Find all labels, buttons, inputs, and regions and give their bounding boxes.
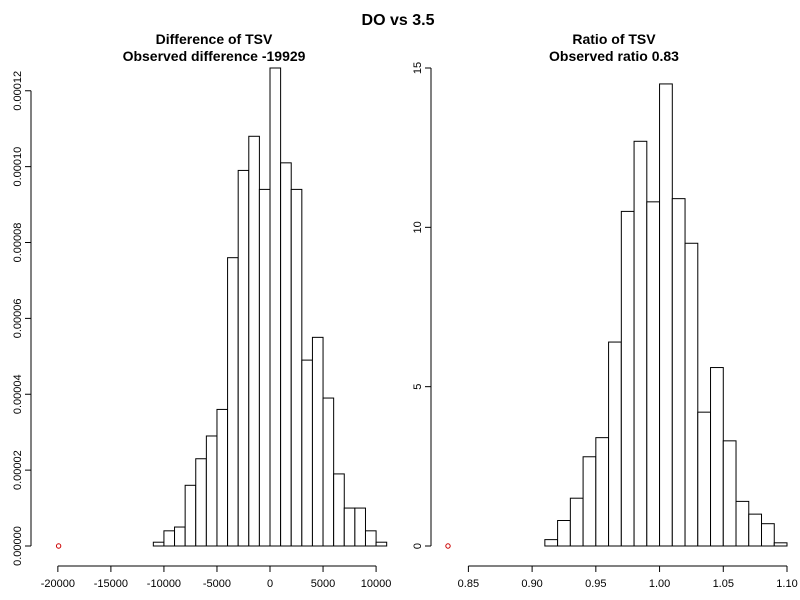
ratio-histogram-bar [620,210,635,547]
difference-histogram-bar [237,169,250,547]
ratio-histogram-bar [582,456,597,547]
ratio-histogram-bar [697,411,712,547]
difference-observed-point [55,543,62,549]
ratio-histogram-bar [659,83,673,547]
difference-y-tick-label: 0.00010 [12,147,24,187]
ratio-histogram-bar [684,242,699,547]
ratio-x-tick-label: 1.05 [713,578,734,590]
difference-histogram-bar [152,541,165,547]
difference-histogram-bar [216,408,229,547]
difference-histogram-bar [195,458,207,547]
difference-histogram-bar [364,530,377,547]
difference-x-tick-label: -5000 [203,578,231,590]
difference-chart-subtitle: Observed difference -19929 [123,48,306,64]
ratio-observed-point [445,543,451,549]
difference-y-tick-label: 0.00006 [12,298,24,338]
difference-histogram-bar [184,484,197,547]
difference-y-tick-label: 0.00008 [12,223,24,263]
ratio-histogram-bar [595,437,610,547]
difference-y-tick-label: 0.00000 [12,526,24,566]
ratio-histogram-bar [646,201,661,547]
difference-histogram-bar [311,336,324,547]
ratio-x-tick-label: 1.00 [649,578,670,590]
difference-histogram-bar [248,135,260,547]
difference-x-tick-label: -15000 [94,578,128,590]
ratio-histogram-bar [735,500,750,547]
difference-histogram-bar [322,397,335,547]
ratio-x-tick-label: 0.85 [458,578,479,590]
ratio-histogram-bar [569,497,584,547]
difference-histogram-bar [269,67,282,547]
difference-x-tick-label: 0 [267,578,273,590]
difference-histogram-bar [343,507,356,547]
difference-histogram-bar [375,541,388,547]
ratio-histogram-bar [710,367,724,547]
ratio-y-tick-label: 10 [412,221,424,233]
difference-y-tick-label: 0.00002 [12,450,24,490]
difference-histogram-bar [333,473,345,547]
difference-histogram-bar [163,530,176,547]
difference-histogram-bar [280,162,292,547]
ratio-y-tick-label: 5 [412,384,424,390]
ratio-histogram-bar [748,513,763,547]
difference-x-tick-label: -20000 [41,578,75,590]
difference-y-tick-label: 0.00012 [12,71,24,111]
ratio-histogram-bar [633,140,648,547]
ratio-x-tick-label: 1.10 [776,578,797,590]
difference-x-tick-label: 5000 [311,578,335,590]
ratio-x-tick-label: 0.90 [521,578,542,590]
difference-histogram-bar [301,359,313,547]
difference-y-tick-label: 0.00004 [12,374,24,414]
difference-histogram-bar [205,435,218,547]
ratio-histogram-bar [557,520,571,547]
ratio-histogram-bar [761,523,775,547]
difference-histogram-bar [174,526,186,547]
difference-x-tick-label: -10000 [147,578,181,590]
ratio-y-tick-label: 0 [412,543,424,549]
ratio-chart-subtitle: Observed ratio 0.83 [549,48,679,64]
main-title: DO vs 3.5 [362,12,435,29]
ratio-y-tick-label: 15 [412,62,424,74]
ratio-chart-title: Ratio of TSV [572,31,656,47]
difference-x-tick-label: 10000 [361,578,392,590]
difference-histogram-panel: Difference of TSV Observed difference -1… [12,31,391,590]
difference-chart-title: Difference of TSV [156,31,273,47]
difference-histogram-bar [290,188,303,547]
ratio-histogram-panel: Ratio of TSV Observed ratio 0.83 0.85 0.9… [412,31,798,590]
ratio-histogram-bar [544,539,559,547]
ratio-histogram-bar [722,440,737,547]
ratio-histogram-bar [773,542,788,547]
ratio-histogram-bar [608,341,622,547]
difference-histogram-bar [354,507,366,547]
ratio-x-tick-label: 0.95 [585,578,606,590]
ratio-histogram-bar [671,198,686,547]
difference-histogram-bar [258,188,271,547]
difference-histogram-bar [227,257,239,547]
